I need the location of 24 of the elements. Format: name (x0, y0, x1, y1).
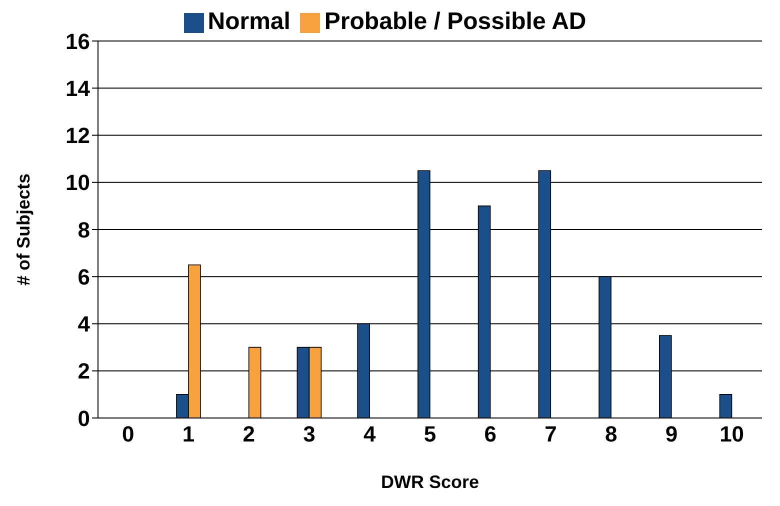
x-tick-label: 10 (720, 422, 744, 447)
y-tick-label: 10 (66, 170, 90, 196)
x-tick-label: 3 (303, 422, 316, 447)
x-axis-title: DWR Score (380, 472, 480, 492)
legend-label: Normal (208, 8, 290, 35)
y-tick-label: 12 (66, 123, 90, 148)
x-tick-label: 6 (484, 422, 496, 447)
x-tick-label: 0 (122, 422, 134, 447)
x-tick-label: 4 (364, 422, 377, 447)
x-tick-label: 7 (544, 422, 557, 447)
y-tick-label: 14 (66, 76, 91, 101)
y-axis-title: # of Subjects (13, 173, 34, 286)
x-tick-label: 1 (182, 422, 195, 447)
x-tick-label: 8 (604, 422, 618, 447)
y-tick-label: 6 (78, 264, 90, 290)
y-tick-label: 16 (66, 28, 90, 54)
y-tick-label: 4 (78, 312, 91, 337)
x-tick-label: 2 (242, 422, 256, 447)
y-tick-label: 8 (78, 217, 90, 242)
legend-label: Probable / Possible AD (324, 8, 586, 35)
y-tick-label: 2 (78, 358, 90, 384)
x-tick-label: 9 (665, 422, 678, 447)
x-tick-label: 5 (424, 422, 436, 447)
y-tick-label: 0 (78, 406, 90, 431)
